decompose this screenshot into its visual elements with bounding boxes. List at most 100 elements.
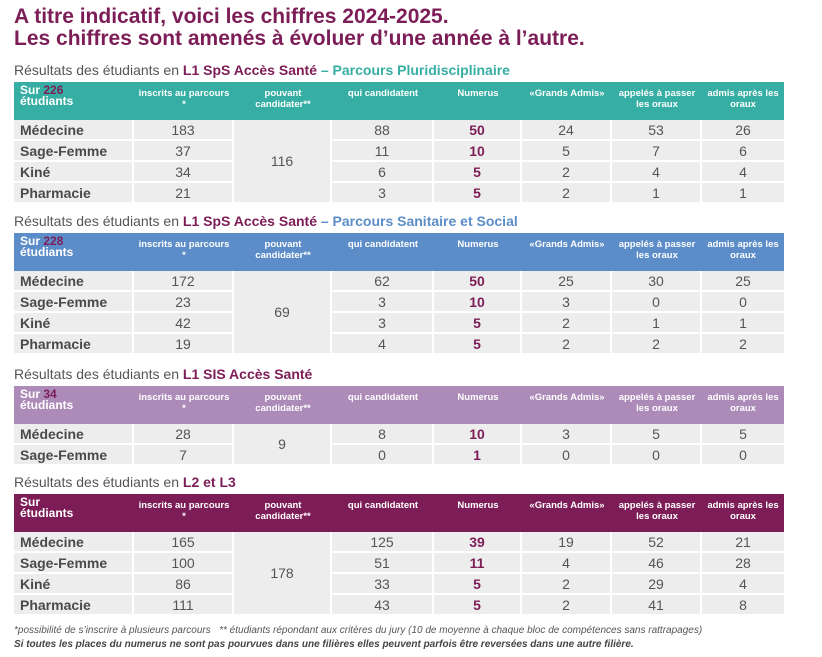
- cell-numerus: 10: [434, 292, 522, 313]
- section-title: Résultats des étudiants en L2 et L3: [14, 474, 236, 490]
- cell-grands: 2: [522, 313, 612, 334]
- col-admis: admis après les oraux: [702, 82, 784, 120]
- results-table: Sur 34 étudiants inscrits au parcours * p…: [14, 386, 784, 466]
- col-appeles: appelés à passer les oraux: [612, 386, 702, 424]
- col-pouvant: pouvant candidater**: [234, 82, 332, 120]
- footnote-line-1: *possibilité de s’inscrire à plusieurs p…: [14, 625, 702, 636]
- student-count: 199: [43, 495, 64, 509]
- cell-qui: 0: [332, 445, 434, 466]
- section-title-sub: – Parcours Sanitaire et Social: [316, 213, 518, 229]
- results-table: Sur 199 étudiants inscrits au parcours * …: [14, 494, 784, 616]
- footnote-criteria: ** étudiants répondant aux critères du j…: [219, 625, 703, 636]
- cell-qui: 43: [332, 595, 434, 616]
- cell-admis: 4: [702, 162, 784, 183]
- cell-numerus: 50: [434, 120, 522, 141]
- col-numerus: Numerus: [434, 233, 522, 271]
- table-header-row: Sur 34 étudiants inscrits au parcours * p…: [14, 386, 784, 424]
- cell-numerus: 5: [434, 595, 522, 616]
- cell-appeles: 41: [612, 595, 702, 616]
- cell-inscrits: 21: [134, 183, 234, 204]
- row-name: Pharmacie: [14, 595, 134, 616]
- cell-inscrits: 37: [134, 141, 234, 162]
- cell-inscrits: 34: [134, 162, 234, 183]
- cell-admis: 1: [702, 313, 784, 334]
- cell-grands: 25: [522, 271, 612, 292]
- results-table: Sur 226 étudiants inscrits au parcours * …: [14, 82, 784, 204]
- col-qui: qui candidatent: [332, 82, 434, 120]
- table-row: Kiné 34 6 5 2 4 4: [14, 162, 784, 183]
- cell-inscrits: 7: [134, 445, 234, 466]
- table-row: Médecine 172 69 62 50 25 30 25: [14, 271, 784, 355]
- student-count: 228: [43, 234, 64, 248]
- cell-inscrits: 100: [134, 553, 234, 574]
- cell-appeles: 52: [612, 532, 702, 553]
- cell-numerus: 5: [434, 162, 522, 183]
- row-name: Sage-Femme: [14, 445, 134, 466]
- cell-inscrits: 183: [134, 120, 234, 141]
- cell-inscrits: 42: [134, 313, 234, 334]
- cell-admis: 2: [702, 334, 784, 355]
- cell-admis: 28: [702, 553, 784, 574]
- cell-qui: 3: [332, 292, 434, 313]
- cell-grands: 0: [522, 445, 612, 466]
- col-admis: admis après les oraux: [702, 386, 784, 424]
- cell-qui: 88: [332, 120, 434, 141]
- cell-numerus: 39: [434, 532, 522, 553]
- col-inscrits: inscrits au parcours *: [134, 494, 234, 532]
- cell-numerus: 10: [434, 424, 522, 445]
- table-row: Sage-Femme 37 11 10 5 7 6: [14, 141, 784, 162]
- table-header-row: Sur 226 étudiants inscrits au parcours * …: [14, 82, 784, 120]
- col-qui: qui candidatent: [332, 494, 434, 532]
- cell-appeles: 0: [612, 445, 702, 466]
- section-title-bold: L1 SpS Accès Santé: [182, 62, 317, 78]
- cell-grands: 2: [522, 162, 612, 183]
- headline-line-1: A titre indicatif, voici les chiffres 20…: [14, 5, 449, 28]
- cell-admis: 5: [702, 424, 784, 445]
- col-inscrits: inscrits au parcours *: [134, 386, 234, 424]
- cell-pouvant: 69: [234, 271, 332, 355]
- row-name: Kiné: [14, 313, 134, 334]
- section-title-prefix: Résultats des étudiants en: [14, 213, 183, 229]
- cell-appeles: 30: [612, 271, 702, 292]
- cell-inscrits: 28: [134, 424, 234, 445]
- col-inscrits: inscrits au parcours *: [134, 233, 234, 271]
- row-name: Sage-Femme: [14, 141, 134, 162]
- section-title-prefix: Résultats des étudiants en: [14, 474, 183, 490]
- cell-admis: 4: [702, 574, 784, 595]
- cell-numerus: 5: [434, 313, 522, 334]
- section-title-bold: L1 SIS Accès Santé: [182, 366, 313, 382]
- section-title: Résultats des étudiants en L1 SpS Accès …: [14, 213, 518, 229]
- cell-admis: 6: [702, 141, 784, 162]
- cell-grands: 5: [522, 141, 612, 162]
- headline: A titre indicatif, voici les chiffres 20…: [14, 6, 585, 50]
- student-count-header: Sur 228 étudiants: [14, 233, 134, 271]
- cell-admis: 26: [702, 120, 784, 141]
- cell-appeles: 5: [612, 424, 702, 445]
- table-row: Médecine 183 116 88 50 24 53 26: [14, 120, 784, 204]
- cell-qui: 51: [332, 553, 434, 574]
- col-grands: «Grands Admis»: [522, 82, 612, 120]
- table-row: Sage-Femme 100 51 11 4 46 28: [14, 553, 784, 574]
- cell-appeles: 29: [612, 574, 702, 595]
- table-row: Kiné 86 33 5 2 29 4: [14, 574, 784, 595]
- cell-inscrits: 172: [134, 271, 234, 292]
- col-qui: qui candidatent: [332, 386, 434, 424]
- section-title-sub: – Parcours Pluridisciplinaire: [316, 62, 510, 78]
- cell-admis: 0: [702, 292, 784, 313]
- section-title: Résultats des étudiants en L1 SpS Accès …: [14, 62, 510, 78]
- cell-qui: 11: [332, 141, 434, 162]
- cell-numerus: 1: [434, 445, 522, 466]
- table-row: Pharmacie 19 4 5 2 2 2: [14, 334, 784, 355]
- cell-pouvant: 116: [234, 120, 332, 204]
- row-name: Médecine: [14, 532, 134, 553]
- results-table: Sur 228 étudiants inscrits au parcours * …: [14, 233, 784, 355]
- cell-admis: 1: [702, 183, 784, 204]
- col-admis: admis après les oraux: [702, 494, 784, 532]
- footnote-line-2: Si toutes les places du numerus ne sont …: [14, 639, 634, 650]
- row-name: Kiné: [14, 162, 134, 183]
- col-inscrits: inscrits au parcours *: [134, 82, 234, 120]
- table-row: Pharmacie 111 43 5 2 41 8: [14, 595, 784, 616]
- cell-qui: 62: [332, 271, 434, 292]
- cell-inscrits: 111: [134, 595, 234, 616]
- cell-grands: 2: [522, 334, 612, 355]
